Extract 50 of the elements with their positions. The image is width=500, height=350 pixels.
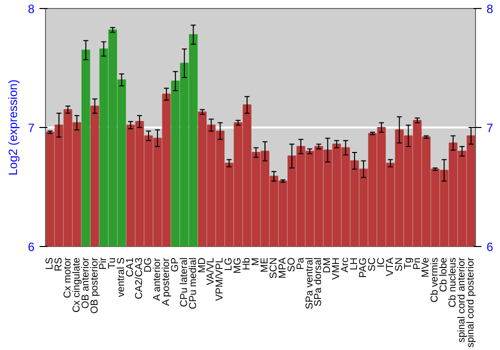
- x-tick-label: SN: [394, 257, 405, 272]
- y2-tick-label: 6: [486, 240, 494, 254]
- x-tick-label: Cx cingulate: [71, 257, 82, 313]
- x-tick-label: CPu medial: [188, 257, 199, 310]
- x-tick-label: VTA: [384, 257, 396, 276]
- x-tick-label: Tu: [107, 257, 118, 269]
- x-tick-label: A anterior: [152, 257, 163, 301]
- x-tick-label: ventral S: [116, 257, 128, 297]
- x-tick-label: GP: [170, 257, 181, 272]
- x-tick-label: VPM/VPL: [214, 257, 226, 301]
- x-tick-label: LS: [44, 257, 56, 270]
- x-tick-label: SO: [286, 257, 298, 272]
- x-tick-label: Cb lobe: [438, 257, 450, 292]
- x-tick-label: OB posterior: [89, 256, 100, 314]
- x-tick-label: OB anterior: [80, 256, 92, 309]
- x-tick-label: Tg: [402, 258, 414, 270]
- x-tick-label: Pn: [412, 257, 423, 270]
- x-tick-label: Hb: [242, 257, 253, 270]
- x-tick-label: spinal cord posterior: [466, 256, 477, 348]
- y-tick-label: 7: [28, 121, 35, 135]
- x-tick-label: PAG: [358, 257, 370, 278]
- x-tick-label: Pir: [98, 256, 110, 270]
- y-tick-label: 6: [28, 240, 35, 254]
- x-tick-label: DG: [143, 257, 154, 272]
- x-tick-label: Cb nucleus: [448, 258, 459, 308]
- y-tick-label: 8: [28, 2, 35, 16]
- x-tick-label: CA2/CA3: [134, 257, 146, 300]
- x-tick-label: Cx motor: [62, 256, 74, 298]
- x-tick-label: LH: [349, 257, 360, 270]
- x-tick-label: SCN: [268, 257, 280, 279]
- x-tick-label: SC: [366, 257, 378, 272]
- x-tick-label: A posterior: [160, 257, 172, 306]
- y-axis-title: Log2 (expression): [6, 79, 20, 176]
- x-tick-label: CA1: [125, 257, 136, 277]
- y2-tick-label: 7: [486, 121, 494, 135]
- x-tick-label: MVe: [420, 257, 432, 278]
- x-tick-label: LG: [224, 257, 235, 271]
- x-tick-label: DM: [322, 257, 334, 274]
- x-tick-label: Pa: [295, 257, 306, 270]
- x-tick-label: MPA: [277, 257, 288, 278]
- x-tick-label: M: [250, 257, 262, 266]
- x-tick-label: VMH: [331, 257, 342, 280]
- x-tick-label: SPa dorsal: [313, 257, 324, 306]
- x-tick-label: IC: [376, 258, 387, 268]
- x-tick-label: Arc: [340, 258, 352, 272]
- x-tick-label: ME: [259, 257, 270, 272]
- y2-tick-label: 8: [486, 2, 494, 16]
- x-tick-label: CPu lateral: [178, 258, 190, 307]
- x-tick-label: RS: [53, 257, 64, 272]
- x-tick-label: spinal cord anterior: [456, 256, 468, 343]
